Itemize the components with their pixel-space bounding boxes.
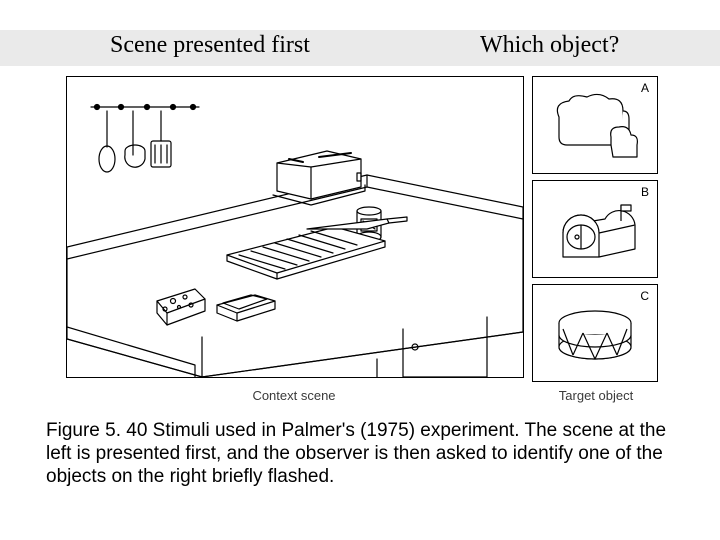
target-c-letter: C: [640, 289, 649, 303]
kitchen-scene-icon: [67, 77, 523, 377]
target-panel-b: B: [532, 180, 658, 278]
header-scene: Scene presented first: [110, 32, 310, 59]
header-targets: Which object?: [480, 32, 619, 59]
sublabels-row: Context scene Target object: [66, 388, 666, 403]
figure: A B: [66, 76, 666, 403]
targets-column: A B: [532, 76, 658, 382]
target-b-letter: B: [641, 185, 649, 199]
target-a-letter: A: [641, 81, 649, 95]
target-panel-a: A: [532, 76, 658, 174]
drum-icon: [533, 285, 657, 381]
panels-row: A B: [66, 76, 666, 382]
figure-caption: Figure 5. 40 Stimuli used in Palmer's (1…: [46, 420, 676, 488]
context-scene-panel: [66, 76, 524, 378]
sublabel-scene: Context scene: [66, 388, 522, 403]
sublabel-targets: Target object: [530, 388, 662, 403]
target-panel-c: C: [532, 284, 658, 382]
bread-loaf-icon: [533, 77, 657, 173]
mailbox-icon: [533, 181, 657, 277]
